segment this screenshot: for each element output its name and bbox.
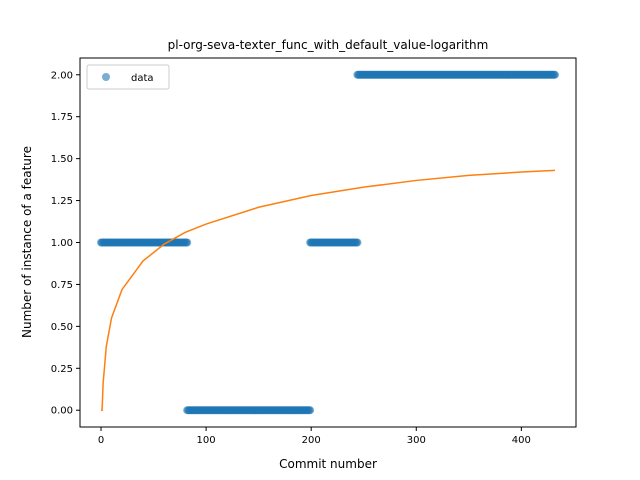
legend-box [86, 64, 170, 90]
legend: data [86, 64, 170, 90]
y-axis-title: Number of instance of a feature [20, 146, 34, 338]
plot-frame [79, 57, 577, 428]
y-tick-label: 0.25 [51, 364, 73, 375]
x-axis-title: Commit number [279, 457, 377, 471]
x-tick-label: 400 [512, 435, 531, 446]
legend-label-data: data [131, 73, 154, 84]
y-tick-label: 1.75 [51, 112, 73, 123]
data-point [550, 70, 559, 79]
y-axis-ticks: 0.00 0.25 0.50 0.75 1.00 1.25 1.50 1.75 2.00 [51, 70, 80, 417]
data-point [183, 238, 192, 247]
x-tick-label: 200 [302, 435, 321, 446]
y-tick-label: 1.50 [51, 154, 73, 165]
x-tick-label: 100 [197, 435, 216, 446]
chart-title: pl-org-seva-texter_func_with_default_val… [168, 38, 489, 52]
y-tick-label: 0.75 [51, 280, 73, 291]
data-point [306, 406, 315, 415]
series-layer [97, 70, 559, 415]
x-axis-ticks: 0 100 200 300 400 [98, 427, 531, 446]
logarithm-fit-line [101, 169, 556, 411]
x-tick-label: 0 [98, 435, 104, 446]
x-tick-label: 300 [407, 435, 426, 446]
y-tick-label: 1.00 [51, 238, 73, 249]
y-tick-label: 0.50 [51, 322, 73, 333]
y-tick-label: 0.00 [51, 406, 73, 417]
y-tick-label: 1.25 [51, 196, 73, 207]
legend-marker-data [102, 73, 110, 81]
y-tick-label: 2.00 [51, 70, 73, 81]
data-point [353, 238, 362, 247]
